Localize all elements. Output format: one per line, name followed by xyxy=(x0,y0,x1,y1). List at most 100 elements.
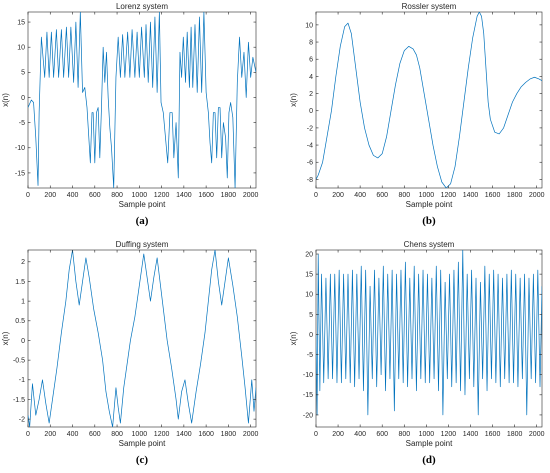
y-tick-label: 6 xyxy=(309,57,313,64)
y-axis-label: x(n) xyxy=(289,93,298,107)
x-tick-label: 1000 xyxy=(419,431,435,438)
series-line xyxy=(316,250,542,416)
x-tick-label: 1800 xyxy=(221,192,237,199)
x-axis-label: Sample point xyxy=(406,200,453,209)
x-tick-label: 1800 xyxy=(507,431,523,438)
x-tick-label: 2000 xyxy=(243,192,259,199)
y-tick-label: 10 xyxy=(305,22,313,29)
y-tick-label: -10 xyxy=(15,145,25,152)
y-tick-label: 10 xyxy=(17,45,25,52)
chart-panel-1: 0 200 400 600 800 1000 1200 1400 1600 1800 2000 -15… xyxy=(1,2,259,227)
x-tick-label: 1000 xyxy=(132,192,148,199)
series-line xyxy=(28,250,256,427)
panel-label: (b) xyxy=(422,215,436,227)
x-tick-label: 200 xyxy=(44,431,56,438)
x-tick-label: 600 xyxy=(89,431,101,438)
y-tick-label: 0.5 xyxy=(15,318,25,325)
y-tick-label: 0 xyxy=(21,338,25,345)
x-tick-label: 1600 xyxy=(198,192,214,199)
y-tick-label: 20 xyxy=(305,251,313,258)
x-tick-label: 800 xyxy=(111,431,123,438)
x-tick-label: 1600 xyxy=(485,431,501,438)
x-tick-label: 1800 xyxy=(221,431,237,438)
y-tick-label: 4 xyxy=(309,74,313,81)
chart-title: Chens system xyxy=(404,240,455,249)
series-line xyxy=(28,12,256,188)
x-tick-label: 1200 xyxy=(441,431,457,438)
x-tick-label: 2000 xyxy=(243,431,259,438)
y-tick-label: 15 xyxy=(17,19,25,26)
x-axis-label: Sample point xyxy=(406,439,453,448)
x-tick-label: 200 xyxy=(44,192,56,199)
x-tick-label: 1400 xyxy=(463,431,479,438)
x-tick-label: 1600 xyxy=(485,192,501,199)
chart-panel-2: 0 200 400 600 800 1000 1200 1400 1600 1800 2000 -8 -… xyxy=(289,2,545,227)
x-tick-label: 200 xyxy=(332,431,344,438)
chart-title: Rossler system xyxy=(402,2,457,11)
y-axis-label: x(n) xyxy=(289,331,298,345)
x-tick-label: 2000 xyxy=(529,431,545,438)
y-tick-label: 2 xyxy=(21,259,25,266)
y-tick-label: -5 xyxy=(307,352,313,359)
y-tick-label: -10 xyxy=(303,372,313,379)
y-tick-label: 15 xyxy=(305,272,313,279)
x-tick-label: 2000 xyxy=(529,192,545,199)
x-tick-label: 1400 xyxy=(463,192,479,199)
y-tick-label: -15 xyxy=(15,170,25,177)
y-tick-label: -1 xyxy=(19,377,25,384)
plot-area xyxy=(27,249,257,428)
y-tick-label: -2 xyxy=(19,417,25,424)
x-tick-label: 400 xyxy=(67,192,79,199)
plot-area xyxy=(315,11,543,189)
chart-panel-4: 0 200 400 600 800 1000 1200 1400 1600 1800 2000-20… xyxy=(289,240,545,466)
chart-panel-3: 0 200 400 600 800 1000 1200 1400 1600 1800 2000 -2 -… xyxy=(1,240,259,466)
y-tick-label: 5 xyxy=(309,312,313,319)
x-tick-label: 600 xyxy=(376,431,388,438)
y-tick-label: 1 xyxy=(21,299,25,306)
panel-label: (a) xyxy=(136,215,149,227)
y-tick-label: 5 xyxy=(21,70,25,77)
y-tick-label: 10 xyxy=(305,292,313,299)
y-tick-label: -15 xyxy=(303,392,313,399)
x-tick-label: 400 xyxy=(67,431,79,438)
x-tick-label: 1000 xyxy=(132,431,148,438)
x-tick-label: 1800 xyxy=(507,192,523,199)
y-tick-label: -4 xyxy=(307,142,313,149)
y-tick-label: 0 xyxy=(21,95,25,102)
x-tick-label: 800 xyxy=(111,192,123,199)
y-tick-label: 0 xyxy=(309,332,313,339)
x-tick-label: 0 xyxy=(314,192,318,199)
x-tick-label: 1400 xyxy=(176,192,192,199)
y-tick-label: 2 xyxy=(309,91,313,98)
x-tick-label: 1400 xyxy=(176,431,192,438)
y-tick-label: 8 xyxy=(309,39,313,46)
x-tick-label: 1200 xyxy=(154,192,170,199)
x-tick-label: 400 xyxy=(354,431,366,438)
y-axis-label: x(n) xyxy=(1,331,10,345)
y-tick-label: -20 xyxy=(303,412,313,419)
x-axis-label: Sample point xyxy=(119,200,166,209)
chart-title: Lorenz system xyxy=(116,2,168,11)
x-axis-label: Sample point xyxy=(119,439,166,448)
panel-label: (c) xyxy=(136,454,149,466)
x-tick-label: 0 xyxy=(26,431,30,438)
y-tick-label: 0 xyxy=(309,108,313,115)
x-tick-label: 800 xyxy=(398,431,410,438)
x-tick-label: 400 xyxy=(354,192,366,199)
y-tick-label: 1.5 xyxy=(15,279,25,286)
y-tick-label: -1.5 xyxy=(13,397,25,404)
x-tick-label: 1000 xyxy=(419,192,435,199)
panel-label: (d) xyxy=(422,454,436,466)
y-tick-label: -2 xyxy=(307,125,313,132)
x-tick-label: 0 xyxy=(26,192,30,199)
x-tick-label: 600 xyxy=(89,192,101,199)
y-tick-label: -6 xyxy=(307,160,313,167)
x-tick-label: 1600 xyxy=(198,431,214,438)
y-tick-label: -8 xyxy=(307,177,313,184)
x-tick-label: 1200 xyxy=(441,192,457,199)
x-tick-label: 1200 xyxy=(154,431,170,438)
series-line xyxy=(316,12,542,188)
y-axis-label: x(n) xyxy=(1,93,10,107)
chart-title: Duffing system xyxy=(116,240,169,249)
x-tick-label: 0 xyxy=(314,431,318,438)
